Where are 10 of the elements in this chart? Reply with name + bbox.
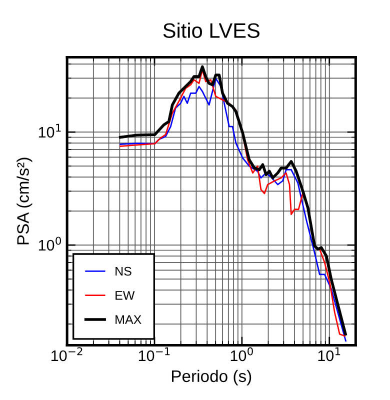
legend-label: NS bbox=[116, 266, 132, 276]
x-tick-label: 10$^{1}$ bbox=[318, 347, 340, 362]
legend-label: EW bbox=[116, 291, 135, 300]
x-tick-label: 10$^{−1}$ bbox=[138, 347, 170, 362]
x-axis-title: Periodo (s) bbox=[172, 370, 252, 386]
chart-title: Sitio LVES bbox=[163, 22, 260, 38]
legend-label: MAX bbox=[116, 315, 142, 324]
x-tick-label: 10$^{−2}$ bbox=[52, 347, 82, 362]
x-tick-label: 10$^{0}$ bbox=[230, 347, 253, 362]
y-axis-title: PSA (cm/s²) bbox=[16, 158, 32, 244]
